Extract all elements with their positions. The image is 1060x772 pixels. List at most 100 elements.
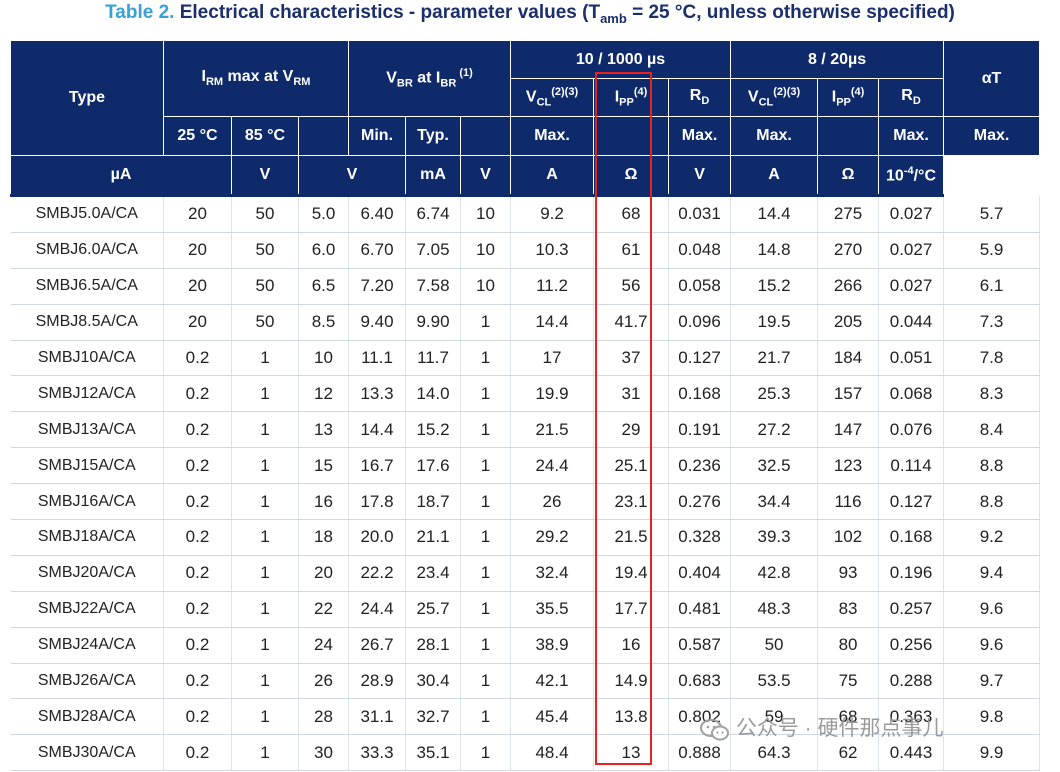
- header-vcl-20: VCL(2)(3): [730, 78, 819, 117]
- table-row: SMBJ30A/CA 0.2 1 30 33.3 35.1 1 48.4 13 0.888 64.3…: [10, 734, 1041, 772]
- cell-vbr-min: 28.9: [348, 663, 407, 700]
- header-alpha-max: Max.: [943, 116, 1041, 156]
- cell-alpha-t: 9.7: [943, 663, 1041, 700]
- cell-rd-20: 0.168: [878, 519, 945, 556]
- cell-vbr-typ: 25.7: [405, 591, 462, 628]
- header-group-10-1000: 10 / 1000 µs: [510, 40, 732, 79]
- table-row: SMBJ16A/CA 0.2 1 16 17.8 18.7 1 26 23.1 0.276 34.4…: [10, 483, 1041, 521]
- caption-lead: Table 2.: [105, 2, 175, 23]
- cell-vcl-20: 15.2: [730, 268, 819, 305]
- header-ipp-20-blank: [817, 116, 880, 156]
- cell-type: SMBJ26A/CA: [10, 663, 164, 700]
- cell-vbr-typ: 28.1: [405, 627, 462, 664]
- cell-irm-25c: 0.2: [163, 734, 232, 772]
- table-caption: Table 2. Electrical characteristics - pa…: [0, 0, 1060, 30]
- cell-vcl-1000: 10.3: [510, 232, 595, 269]
- cell-type: SMBJ13A/CA: [10, 411, 164, 449]
- cell-vcl-20: 50: [730, 627, 819, 664]
- cell-vbr-min: 6.40: [348, 195, 407, 233]
- cell-alpha-t: 6.1: [943, 268, 1041, 305]
- cell-irm-25c: 0.2: [163, 411, 232, 449]
- cell-vcl-20: 59: [730, 698, 819, 736]
- header-group-8-20: 8 / 20µs: [730, 40, 945, 79]
- header-irm-85c: 85 °C: [231, 116, 299, 156]
- cell-ipp-1000: 56: [593, 268, 670, 305]
- cell-ibr: 1: [460, 519, 512, 556]
- cell-irm-25c: 0.2: [163, 555, 232, 592]
- cell-irm-85c: 1: [231, 411, 299, 449]
- cell-vrm: 6.0: [298, 232, 350, 269]
- cell-ipp-1000: 21.5: [593, 519, 670, 556]
- cell-rd-20: 0.288: [878, 663, 945, 700]
- cell-vbr-typ: 7.05: [405, 232, 462, 269]
- cell-vcl-20: 64.3: [730, 734, 819, 772]
- unit-ipp-20: A: [730, 155, 819, 197]
- cell-vbr-min: 11.1: [348, 340, 407, 377]
- cell-vcl-1000: 14.4: [510, 304, 595, 341]
- cell-vrm: 24: [298, 627, 350, 664]
- cell-vrm: 16: [298, 483, 350, 521]
- cell-irm-85c: 1: [231, 734, 299, 772]
- cell-ipp-20: 266: [817, 268, 880, 305]
- unit-vcl-1000: V: [460, 155, 512, 197]
- cell-vcl-1000: 35.5: [510, 591, 595, 628]
- cell-type: SMBJ28A/CA: [10, 698, 164, 736]
- cell-ipp-1000: 31: [593, 375, 670, 413]
- unit-ipp-1000: A: [510, 155, 595, 197]
- table-row: SMBJ15A/CA 0.2 1 15 16.7 17.6 1 24.4 25.1 0.236 32…: [10, 447, 1041, 485]
- cell-ipp-20: 205: [817, 304, 880, 341]
- cell-ibr: 1: [460, 663, 512, 700]
- cell-ipp-1000: 37: [593, 340, 670, 377]
- cell-type: SMBJ12A/CA: [10, 375, 164, 413]
- cell-type: SMBJ15A/CA: [10, 447, 164, 485]
- cell-ibr: 10: [460, 268, 512, 305]
- cell-ibr: 1: [460, 734, 512, 772]
- cell-ipp-20: 93: [817, 555, 880, 592]
- cell-vcl-1000: 42.1: [510, 663, 595, 700]
- cell-alpha-t: 8.8: [943, 447, 1041, 485]
- cell-ibr: 1: [460, 447, 512, 485]
- header-vbr-typ: Typ.: [405, 116, 462, 156]
- header-ipp-1000-blank: [593, 116, 670, 156]
- unit-rd-1000: Ω: [593, 155, 670, 197]
- cell-rd-20: 0.068: [878, 375, 945, 413]
- cell-type: SMBJ6.0A/CA: [10, 232, 164, 269]
- unit-alpha: 10-4/°C: [878, 155, 945, 197]
- cell-irm-25c: 0.2: [163, 627, 232, 664]
- cell-ipp-1000: 19.4: [593, 555, 670, 592]
- cell-irm-85c: 1: [231, 375, 299, 413]
- cell-vbr-min: 17.8: [348, 483, 407, 521]
- cell-irm-85c: 1: [231, 627, 299, 664]
- cell-alpha-t: 5.9: [943, 232, 1041, 269]
- cell-vcl-20: 21.7: [730, 340, 819, 377]
- cell-rd-1000: 0.191: [668, 411, 732, 449]
- cell-ipp-1000: 13.8: [593, 698, 670, 736]
- cell-ipp-1000: 23.1: [593, 483, 670, 521]
- table-row: SMBJ24A/CA 0.2 1 24 26.7 28.1 1 38.9 16 0.587 50 80…: [10, 627, 1041, 664]
- cell-irm-25c: 0.2: [163, 663, 232, 700]
- cell-vrm: 10: [298, 340, 350, 377]
- cell-vbr-min: 16.7: [348, 447, 407, 485]
- cell-vbr-typ: 32.7: [405, 698, 462, 736]
- unit-rd-20: Ω: [817, 155, 880, 197]
- cell-type: SMBJ20A/CA: [10, 555, 164, 592]
- cell-alpha-t: 7.8: [943, 340, 1041, 377]
- cell-type: SMBJ8.5A/CA: [10, 304, 164, 341]
- cell-ibr: 1: [460, 340, 512, 377]
- header-ibr-blank: [460, 116, 512, 156]
- cell-ibr: 10: [460, 232, 512, 269]
- cell-vcl-20: 25.3: [730, 375, 819, 413]
- cell-rd-20: 0.027: [878, 232, 945, 269]
- cell-vrm: 6.5: [298, 268, 350, 305]
- cell-vrm: 28: [298, 698, 350, 736]
- cell-ipp-1000: 25.1: [593, 447, 670, 485]
- table-row: SMBJ28A/CA 0.2 1 28 31.1 32.7 1 45.4 13.8 0.802 59…: [10, 698, 1041, 736]
- cell-vbr-min: 31.1: [348, 698, 407, 736]
- header-vrm-blank: [297, 116, 350, 156]
- cell-irm-85c: 1: [231, 555, 299, 592]
- cell-irm-85c: 1: [231, 447, 299, 485]
- cell-vcl-1000: 48.4: [510, 734, 595, 772]
- header-vcl-20-max: Max.: [730, 116, 819, 156]
- cell-type: SMBJ16A/CA: [10, 483, 164, 521]
- cell-alpha-t: 8.4: [943, 411, 1041, 449]
